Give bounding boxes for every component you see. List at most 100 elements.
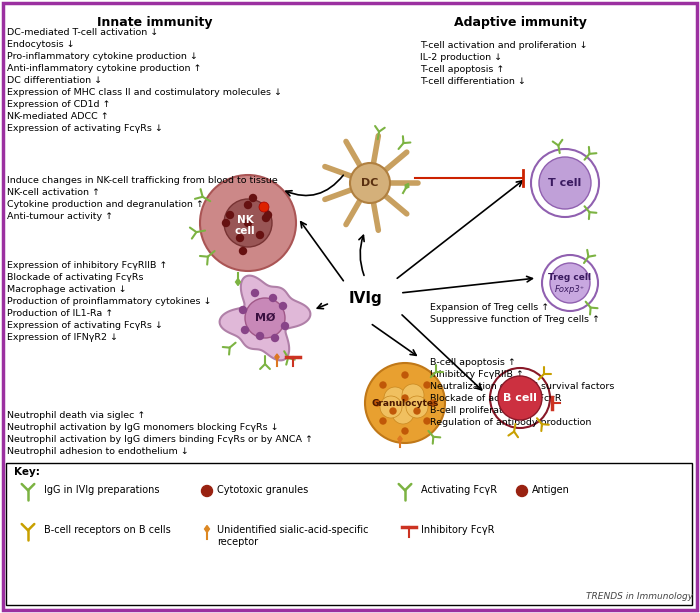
Circle shape bbox=[259, 202, 269, 212]
Text: Expression of inhibitory FcγRIIB ↑: Expression of inhibitory FcγRIIB ↑ bbox=[7, 261, 167, 270]
FancyArrowPatch shape bbox=[317, 303, 328, 309]
Text: Activating FcγR: Activating FcγR bbox=[421, 485, 497, 495]
Text: Expression of MHC class II and costimulatory molecules ↓: Expression of MHC class II and costimula… bbox=[7, 88, 282, 97]
Circle shape bbox=[244, 219, 251, 226]
Text: Expression of IFNγR2 ↓: Expression of IFNγR2 ↓ bbox=[7, 333, 118, 342]
Circle shape bbox=[249, 194, 256, 202]
Circle shape bbox=[365, 363, 445, 443]
Text: IVIg: IVIg bbox=[348, 291, 382, 305]
Text: B cell: B cell bbox=[503, 393, 537, 403]
Text: Expression of activating FcγRs ↓: Expression of activating FcγRs ↓ bbox=[7, 124, 163, 133]
Circle shape bbox=[414, 408, 420, 414]
Circle shape bbox=[239, 248, 246, 254]
Circle shape bbox=[227, 211, 234, 218]
Text: T-cell apoptosis ↑: T-cell apoptosis ↑ bbox=[420, 65, 505, 74]
Polygon shape bbox=[204, 525, 209, 533]
Circle shape bbox=[200, 175, 296, 271]
Circle shape bbox=[244, 202, 251, 208]
Circle shape bbox=[517, 485, 528, 497]
Polygon shape bbox=[235, 278, 240, 286]
Text: T-cell differentiation ↓: T-cell differentiation ↓ bbox=[420, 77, 526, 86]
Text: T cell: T cell bbox=[548, 178, 582, 188]
Text: Inhibitory FcγR: Inhibitory FcγR bbox=[421, 525, 494, 535]
Text: Anti-inflammatory cytokine production ↑: Anti-inflammatory cytokine production ↑ bbox=[7, 64, 202, 73]
Text: TRENDS in Immunology: TRENDS in Immunology bbox=[586, 592, 693, 601]
Text: Expansion of Treg cells ↑: Expansion of Treg cells ↑ bbox=[430, 303, 550, 312]
Text: Macrophage activation ↓: Macrophage activation ↓ bbox=[7, 285, 127, 294]
Text: Inhibitory FcγRIIB ↑: Inhibitory FcγRIIB ↑ bbox=[430, 370, 524, 379]
Circle shape bbox=[256, 232, 263, 238]
Circle shape bbox=[251, 289, 258, 297]
Text: cell: cell bbox=[234, 226, 255, 236]
FancyArrowPatch shape bbox=[359, 235, 364, 275]
Circle shape bbox=[224, 199, 272, 247]
FancyArrowPatch shape bbox=[301, 222, 344, 281]
Polygon shape bbox=[275, 354, 279, 360]
Circle shape bbox=[241, 327, 248, 333]
Circle shape bbox=[402, 395, 408, 401]
Text: IgG in IVIg preparations: IgG in IVIg preparations bbox=[44, 485, 160, 495]
Text: NK-cell activation ↑: NK-cell activation ↑ bbox=[7, 188, 100, 197]
Text: B-cell receptors on B cells: B-cell receptors on B cells bbox=[44, 525, 171, 535]
Circle shape bbox=[237, 235, 244, 242]
Text: NK-mediated ADCC ↑: NK-mediated ADCC ↑ bbox=[7, 112, 108, 121]
Text: Production of IL1-Ra ↑: Production of IL1-Ra ↑ bbox=[7, 309, 113, 318]
Text: Key:: Key: bbox=[14, 467, 40, 477]
Text: Regulation of antibody production: Regulation of antibody production bbox=[430, 418, 592, 427]
Polygon shape bbox=[220, 276, 310, 360]
Circle shape bbox=[281, 322, 288, 330]
FancyArrowPatch shape bbox=[372, 325, 416, 356]
Text: Blockade of activating FcγR: Blockade of activating FcγR bbox=[430, 394, 561, 403]
Text: DC: DC bbox=[361, 178, 379, 188]
Text: Antigen: Antigen bbox=[532, 485, 570, 495]
Text: Neutrophil activation by IgG monomers blocking FcγRs ↓: Neutrophil activation by IgG monomers bl… bbox=[7, 423, 279, 432]
Circle shape bbox=[256, 332, 263, 340]
Circle shape bbox=[430, 400, 436, 406]
Circle shape bbox=[402, 384, 424, 406]
Circle shape bbox=[223, 219, 230, 226]
Circle shape bbox=[490, 368, 550, 428]
Circle shape bbox=[202, 485, 213, 497]
Text: MØ: MØ bbox=[255, 313, 275, 323]
Text: Neutrophil adhesion to endothelium ↓: Neutrophil adhesion to endothelium ↓ bbox=[7, 447, 189, 456]
Text: Pro-inflammatory cytokine production ↓: Pro-inflammatory cytokine production ↓ bbox=[7, 52, 198, 61]
Text: Innate immunity: Innate immunity bbox=[97, 16, 213, 29]
Circle shape bbox=[380, 382, 386, 388]
FancyBboxPatch shape bbox=[3, 3, 697, 610]
Text: Neutrophil death via siglec ↑: Neutrophil death via siglec ↑ bbox=[7, 411, 146, 420]
Text: B-cell proliferation ↓: B-cell proliferation ↓ bbox=[430, 406, 528, 415]
Circle shape bbox=[384, 387, 406, 409]
Circle shape bbox=[406, 396, 428, 418]
Text: Unidentified sialic-acid-specific: Unidentified sialic-acid-specific bbox=[217, 525, 368, 535]
FancyArrowPatch shape bbox=[402, 276, 533, 292]
Circle shape bbox=[498, 376, 542, 420]
Text: Anti-tumour activity ↑: Anti-tumour activity ↑ bbox=[7, 212, 113, 221]
Circle shape bbox=[245, 298, 285, 338]
Text: Production of proinflammatory cytokines ↓: Production of proinflammatory cytokines … bbox=[7, 297, 211, 306]
Polygon shape bbox=[405, 183, 409, 189]
Circle shape bbox=[239, 306, 246, 313]
Circle shape bbox=[424, 418, 430, 424]
Text: Adaptive immunity: Adaptive immunity bbox=[454, 16, 587, 29]
Circle shape bbox=[539, 157, 591, 209]
Text: Treg cell: Treg cell bbox=[548, 273, 592, 283]
Circle shape bbox=[402, 372, 408, 378]
Text: Endocytosis ↓: Endocytosis ↓ bbox=[7, 40, 75, 49]
Text: Neutrophil activation by IgG dimers binding FcγRs or by ANCA ↑: Neutrophil activation by IgG dimers bind… bbox=[7, 435, 313, 444]
Circle shape bbox=[531, 149, 599, 217]
Text: IL-2 production ↓: IL-2 production ↓ bbox=[420, 53, 502, 62]
Text: Foxp3⁺: Foxp3⁺ bbox=[555, 284, 585, 294]
Circle shape bbox=[380, 418, 386, 424]
FancyBboxPatch shape bbox=[6, 463, 692, 605]
Circle shape bbox=[270, 294, 276, 302]
Text: DC differentiation ↓: DC differentiation ↓ bbox=[7, 76, 102, 85]
Text: Suppressive function of Treg cells ↑: Suppressive function of Treg cells ↑ bbox=[430, 315, 600, 324]
Circle shape bbox=[374, 400, 380, 406]
Circle shape bbox=[424, 382, 430, 388]
Circle shape bbox=[550, 263, 590, 303]
Circle shape bbox=[390, 408, 396, 414]
Text: Cytotoxic granules: Cytotoxic granules bbox=[217, 485, 308, 495]
Text: Induce changes in NK-cell trafficking from blood to tissue: Induce changes in NK-cell trafficking fr… bbox=[7, 176, 278, 185]
Text: Blockade of activating FcγRs: Blockade of activating FcγRs bbox=[7, 273, 143, 282]
Circle shape bbox=[272, 335, 279, 341]
